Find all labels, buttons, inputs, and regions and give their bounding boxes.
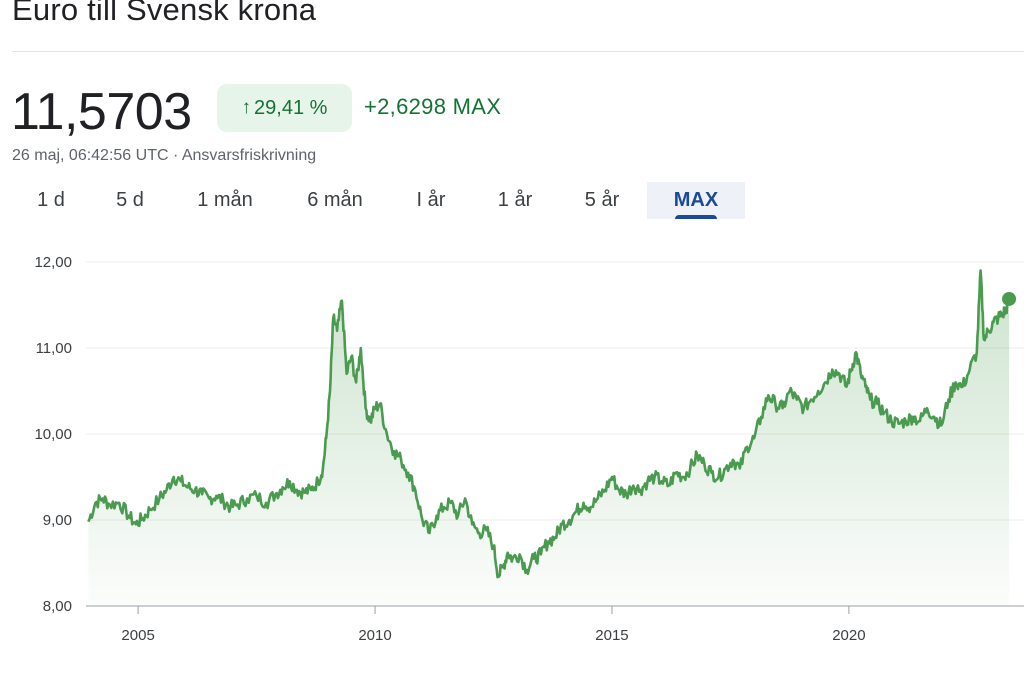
divider xyxy=(12,51,1024,52)
tab-label: 1 d xyxy=(37,189,65,211)
chart-area-fill xyxy=(88,270,1010,606)
y-tick-label: 8,00 xyxy=(43,598,72,615)
tab-label: 1 mån xyxy=(197,189,253,211)
tab-label: 6 mån xyxy=(307,189,363,211)
tab-1d[interactable]: 1 d xyxy=(18,182,84,219)
current-rate: 11,5703 xyxy=(11,83,192,141)
y-tick-label: 11,00 xyxy=(36,340,72,357)
page-title: Euro till Svensk krona xyxy=(12,0,317,27)
last-point-marker xyxy=(1002,291,1017,306)
tab-label: 1 år xyxy=(497,189,533,211)
arrow-up-icon: ↑ xyxy=(241,97,252,118)
timestamp-disclaimer[interactable]: 26 maj, 06:42:56 UTC · Ansvarsfriskrivni… xyxy=(12,147,317,164)
tab-5-years[interactable]: 5 år xyxy=(566,182,638,219)
change-percent-badge: ↑ 29,41 % xyxy=(217,84,352,132)
range-tabs: 1 d 5 d 1 mån 6 mån I år 1 år 5 år MAX xyxy=(0,182,1024,220)
tab-label: MAX xyxy=(673,189,719,211)
tab-label: 5 d xyxy=(116,189,144,211)
change-absolute: +2,6298 MAX xyxy=(364,94,502,119)
y-tick-label: 12,00 xyxy=(34,254,72,271)
y-tick-label: 10,00 xyxy=(34,426,72,443)
x-axis: 2005 2010 2015 2020 xyxy=(121,606,866,644)
x-tick-label: 2010 xyxy=(358,627,391,644)
tab-label: I år xyxy=(416,189,446,211)
x-tick-label: 2020 xyxy=(832,627,865,644)
change-percent: 29,41 % xyxy=(254,96,328,119)
y-axis: 12,00 11,00 10,00 9,00 8,00 xyxy=(34,254,72,615)
series-line xyxy=(87,269,1011,579)
tab-5d[interactable]: 5 d xyxy=(96,182,164,219)
tab-label: 5 år xyxy=(584,189,620,211)
x-tick-label: 2015 xyxy=(595,627,628,644)
tab-1-year[interactable]: 1 år xyxy=(481,182,549,219)
x-tick-label: 2005 xyxy=(121,627,154,644)
y-tick-label: 9,00 xyxy=(43,512,72,529)
price-chart[interactable]: 12,00 11,00 10,00 9,00 8,00 2005 2010 2015 2020 xyxy=(0,230,1024,670)
active-tab-indicator xyxy=(675,215,717,219)
tab-1-month[interactable]: 1 mån xyxy=(180,182,270,219)
tab-ytd[interactable]: I år xyxy=(398,182,464,219)
tab-6-months[interactable]: 6 mån xyxy=(290,182,380,219)
tab-max[interactable]: MAX xyxy=(647,182,745,219)
